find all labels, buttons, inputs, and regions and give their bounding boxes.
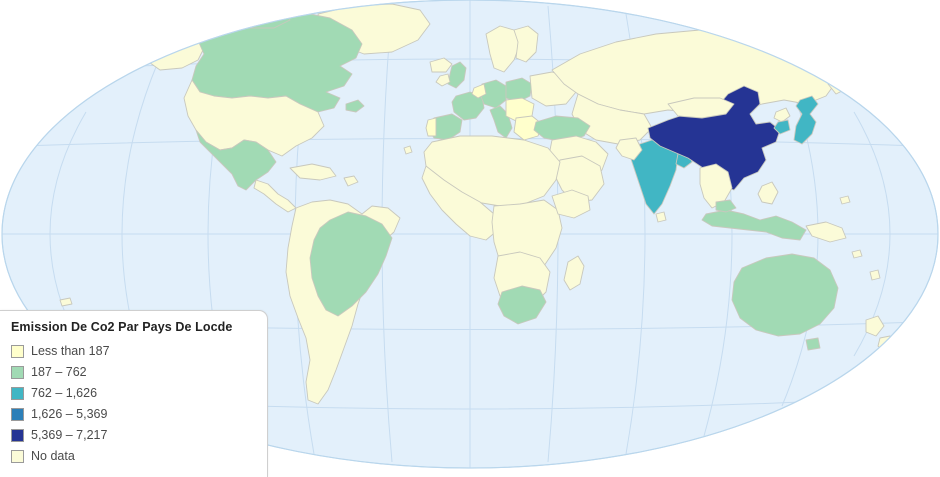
country-poland[interactable] — [505, 77, 533, 103]
country-japan[interactable] — [793, 95, 819, 145]
country-philippines[interactable] — [757, 181, 779, 205]
legend-swatch-0 — [11, 345, 24, 358]
country-south-africa[interactable] — [497, 285, 547, 325]
country-turkey[interactable] — [533, 115, 591, 143]
country-china[interactable] — [647, 85, 781, 191]
legend-label-4: 5,369 – 7,217 — [31, 428, 108, 442]
country-finland[interactable] — [513, 25, 539, 63]
legend-item-1[interactable]: 187 – 762 — [11, 362, 257, 383]
country-madagascar[interactable] — [563, 255, 585, 291]
landmasses — [59, 3, 895, 405]
region-west-africa[interactable] — [421, 165, 499, 241]
region-benelux-alpine[interactable] — [471, 83, 487, 99]
country-ireland[interactable] — [435, 73, 451, 87]
region-horn-of-africa[interactable] — [551, 189, 591, 219]
legend-swatch-5 — [11, 450, 24, 463]
country-united-kingdom[interactable] — [447, 61, 467, 89]
country-indonesia[interactable] — [701, 209, 807, 241]
country-scandinavia[interactable] — [485, 25, 521, 73]
country-mexico[interactable] — [195, 129, 277, 191]
legend-item-5[interactable]: No data — [11, 446, 257, 467]
legend-item-0[interactable]: Less than 187 — [11, 341, 257, 362]
legend-label-5: No data — [31, 449, 75, 463]
country-north-korea[interactable] — [773, 107, 791, 123]
region-pacific-islands — [839, 195, 881, 281]
legend-label-1: 187 – 762 — [31, 365, 87, 379]
country-brazil[interactable] — [309, 211, 393, 317]
map-legend: Emission De Co2 Par Pays De Locde Less t… — [0, 310, 268, 477]
legend-swatch-3 — [11, 408, 24, 421]
region-arabia[interactable] — [553, 155, 605, 203]
region-balkans[interactable] — [513, 115, 543, 141]
legend-label-3: 1,626 – 5,369 — [31, 407, 108, 421]
country-papua-new-guinea[interactable] — [805, 221, 847, 243]
country-portugal[interactable] — [425, 117, 437, 137]
region-caribbean — [289, 163, 359, 187]
country-iceland[interactable] — [429, 57, 453, 73]
region-newfoundland — [345, 99, 365, 113]
country-malaysia[interactable] — [715, 199, 737, 213]
legend-swatch-4 — [11, 429, 24, 442]
legend-label-2: 762 – 1,626 — [31, 386, 98, 400]
country-mongolia[interactable] — [667, 97, 735, 119]
legend-label-0: Less than 187 — [31, 344, 110, 358]
country-pakistan[interactable] — [615, 137, 643, 161]
country-australia[interactable] — [731, 253, 839, 337]
legend-item-3[interactable]: 1,626 – 5,369 — [11, 404, 257, 425]
country-sri-lanka[interactable] — [655, 211, 667, 223]
legend-item-2[interactable]: 762 – 1,626 — [11, 383, 257, 404]
region-tasmania — [805, 337, 821, 351]
legend-swatch-1 — [11, 366, 24, 379]
legend-item-4[interactable]: 5,369 – 7,217 — [11, 425, 257, 446]
country-south-korea[interactable] — [773, 119, 791, 135]
legend-title: Emission De Co2 Par Pays De Locde — [11, 320, 233, 334]
region-central-america[interactable] — [253, 179, 297, 213]
legend-swatch-2 — [11, 387, 24, 400]
